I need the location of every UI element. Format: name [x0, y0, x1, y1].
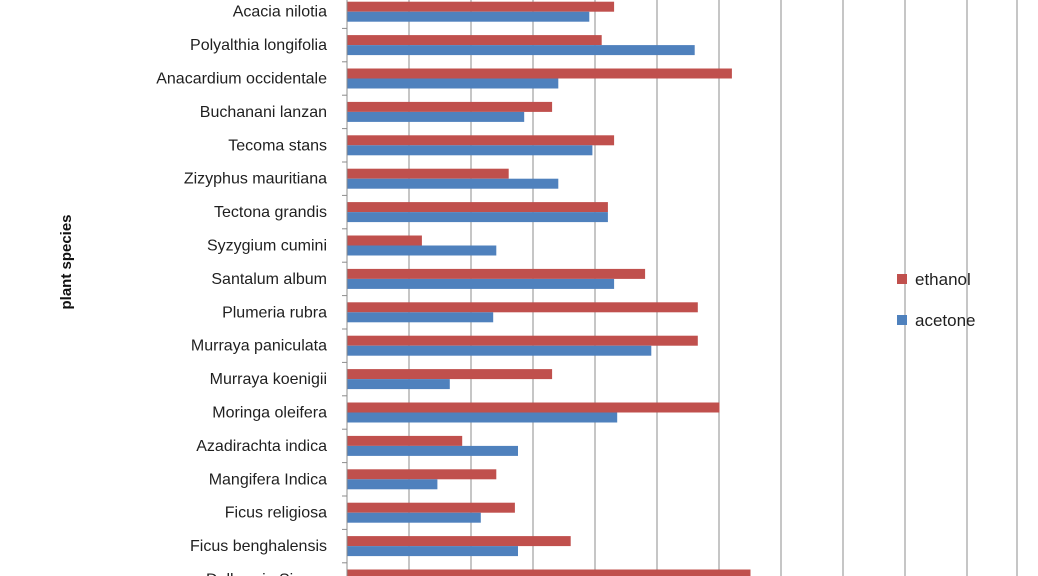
bar-acetone [347, 78, 559, 89]
bar-ethanol [347, 569, 751, 576]
bar-ethanol [347, 335, 698, 346]
category-label: Mangifera Indica [209, 471, 327, 488]
category-label: Plumeria rubra [222, 304, 327, 321]
gridlines [408, 0, 968, 576]
category-label: Tecoma stans [228, 137, 327, 154]
bar-ethanol [347, 68, 732, 79]
bar-acetone [347, 45, 695, 56]
bar-acetone [347, 145, 593, 156]
legend-label-ethanol: ethanol [915, 270, 971, 289]
y-axis-title: plant species [58, 214, 75, 309]
category-label: Santalum album [211, 271, 327, 288]
bar-acetone [347, 345, 652, 356]
bar-ethanol [347, 101, 553, 112]
bar-ethanol [347, 435, 463, 446]
category-label: Acacia nilotia [233, 4, 327, 21]
bar-acetone [347, 479, 438, 490]
bar-ethanol [347, 1, 615, 12]
bar-ethanol [347, 469, 497, 480]
bar-ethanol [347, 135, 615, 146]
bar-acetone [347, 111, 525, 122]
category-label: Tectona grandis [214, 204, 327, 221]
legend-swatch-ethanol [897, 274, 907, 284]
bar-acetone [347, 245, 497, 256]
bar-ethanol [347, 268, 646, 279]
category-labels: Acacia nilotia Polyalthia longifolia Anaca… [156, 4, 347, 576]
bar-ethanol [347, 536, 571, 547]
legend-swatch-acetone [897, 315, 907, 325]
bar-acetone [347, 278, 615, 289]
bar-ethanol [347, 235, 422, 246]
category-label: Anacardium occidentale [156, 71, 327, 88]
category-label: Polyalthia longifolia [190, 37, 327, 54]
category-label: Syzygium cumini [207, 238, 327, 255]
category-label: Azadirachta indica [196, 438, 327, 455]
category-label: Murraya paniculata [191, 338, 327, 355]
category-label: Zizyphus mauritiana [184, 171, 327, 188]
bar-ethanol [347, 302, 698, 313]
bar-ethanol [347, 35, 602, 46]
bar-ethanol [347, 369, 553, 380]
bar-ethanol [347, 168, 509, 179]
bar-acetone [347, 212, 608, 223]
category-label: Moringa oleifera [212, 405, 327, 422]
bar-ethanol [347, 202, 608, 213]
bar-acetone [347, 379, 450, 390]
category-label: Ficus religiosa [225, 505, 327, 522]
category-label: Ficus benghalensis [190, 538, 327, 555]
bar-acetone [347, 312, 494, 323]
bar-acetone [347, 445, 518, 456]
bar-acetone [347, 178, 559, 189]
bar-acetone [347, 11, 590, 22]
category-label: Murraya koenigii [210, 371, 327, 388]
legend: ethanol acetone [897, 270, 976, 330]
bar-acetone [347, 412, 618, 423]
bar-acetone [347, 546, 518, 557]
bar-ethanol [347, 502, 515, 513]
legend-label-acetone: acetone [915, 311, 976, 330]
category-label: Buchanani lanzan [200, 104, 327, 121]
bar-ethanol [347, 402, 720, 413]
bar-acetone [347, 512, 481, 523]
bars [347, 1, 751, 576]
category-label: Dalbergia Sissoo [206, 572, 327, 576]
